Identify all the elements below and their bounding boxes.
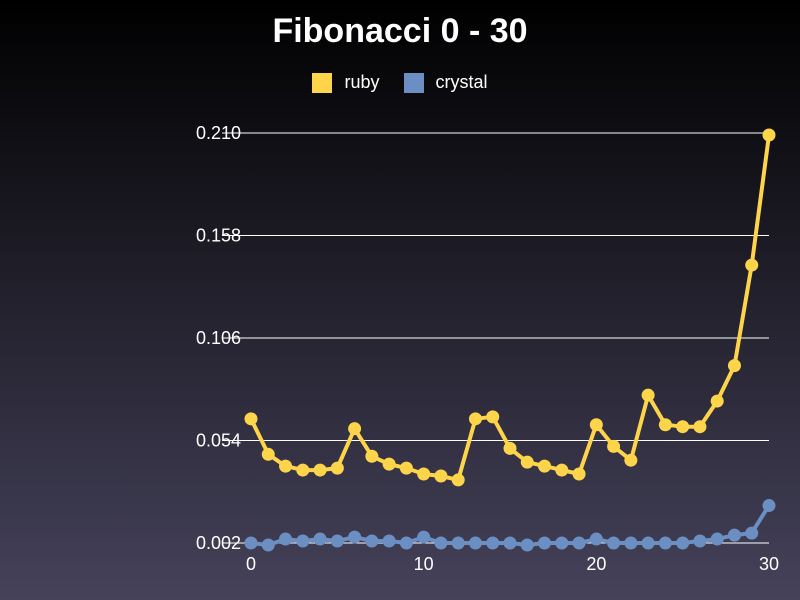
y-tick-label: 0.106 <box>196 328 241 348</box>
legend-label-ruby: ruby <box>344 72 380 92</box>
y-tick-label: 0.210 <box>196 123 241 143</box>
data-point-ruby <box>451 473 465 487</box>
data-point-ruby <box>572 467 586 481</box>
data-point-ruby <box>520 455 534 469</box>
data-point-crystal <box>244 536 258 550</box>
data-point-ruby <box>624 453 638 467</box>
data-point-ruby <box>486 410 500 424</box>
data-point-crystal <box>727 528 741 542</box>
data-point-crystal <box>503 536 517 550</box>
x-tick-label: 20 <box>586 554 606 574</box>
data-point-ruby <box>313 463 327 477</box>
data-point-crystal <box>538 536 552 550</box>
data-point-ruby <box>296 463 310 477</box>
legend: ruby crystal <box>0 72 800 93</box>
data-point-ruby <box>244 412 258 426</box>
data-point-crystal <box>676 536 690 550</box>
data-point-crystal <box>451 536 465 550</box>
data-point-crystal <box>279 532 293 546</box>
data-point-ruby <box>727 359 741 373</box>
y-tick-label: 0.158 <box>196 226 241 246</box>
data-point-ruby <box>676 420 690 434</box>
data-point-crystal <box>313 532 327 546</box>
data-point-ruby <box>658 418 672 432</box>
x-tick-label: 0 <box>246 554 256 574</box>
data-point-ruby <box>503 441 517 455</box>
data-point-ruby <box>279 459 293 473</box>
data-point-ruby <box>417 467 431 481</box>
data-point-crystal <box>589 532 603 546</box>
legend-label-crystal: crystal <box>435 72 488 92</box>
chart-title: Fibonacci 0 - 30 <box>272 12 528 50</box>
data-point-ruby <box>382 457 396 471</box>
data-point-crystal <box>745 526 759 540</box>
data-point-ruby <box>261 447 275 461</box>
data-point-crystal <box>382 534 396 548</box>
data-point-ruby <box>762 128 776 142</box>
data-point-crystal <box>555 536 569 550</box>
data-point-crystal <box>762 499 776 513</box>
data-point-ruby <box>348 422 362 436</box>
data-point-crystal <box>468 536 482 550</box>
y-tick-label: 0.002 <box>196 533 241 553</box>
series-line-ruby <box>249 134 771 482</box>
data-point-crystal <box>417 530 431 544</box>
data-point-crystal <box>330 534 344 548</box>
data-point-crystal <box>624 536 638 550</box>
data-point-crystal <box>520 538 534 552</box>
data-point-ruby <box>468 412 482 426</box>
data-point-ruby <box>641 388 655 402</box>
data-point-ruby <box>399 461 413 475</box>
x-tick-label: 10 <box>414 554 434 574</box>
data-point-ruby <box>710 394 724 408</box>
data-point-crystal <box>348 530 362 544</box>
data-point-ruby <box>607 439 621 453</box>
data-point-crystal <box>641 536 655 550</box>
data-point-ruby <box>330 461 344 475</box>
y-tick-label: 0.054 <box>196 431 241 451</box>
data-point-crystal <box>434 536 448 550</box>
data-point-ruby <box>693 420 707 434</box>
legend-swatch-ruby <box>312 72 333 93</box>
x-tick-label: 30 <box>759 554 779 574</box>
data-point-crystal <box>710 532 724 546</box>
data-point-crystal <box>486 536 500 550</box>
data-point-ruby <box>538 459 552 473</box>
data-point-ruby <box>589 418 603 432</box>
data-point-crystal <box>296 534 310 548</box>
data-point-crystal <box>365 534 379 548</box>
data-point-crystal <box>607 536 621 550</box>
data-point-crystal <box>572 536 586 550</box>
data-point-crystal <box>399 536 413 550</box>
data-point-ruby <box>745 258 759 272</box>
legend-swatch-crystal <box>403 72 424 93</box>
legend-item-crystal[interactable]: crystal <box>403 72 488 93</box>
data-point-crystal <box>658 536 672 550</box>
data-point-crystal <box>693 534 707 548</box>
data-point-crystal <box>261 538 275 552</box>
data-point-ruby <box>555 463 569 477</box>
data-point-ruby <box>434 469 448 483</box>
data-point-ruby <box>365 449 379 463</box>
legend-item-ruby[interactable]: ruby <box>312 72 380 93</box>
